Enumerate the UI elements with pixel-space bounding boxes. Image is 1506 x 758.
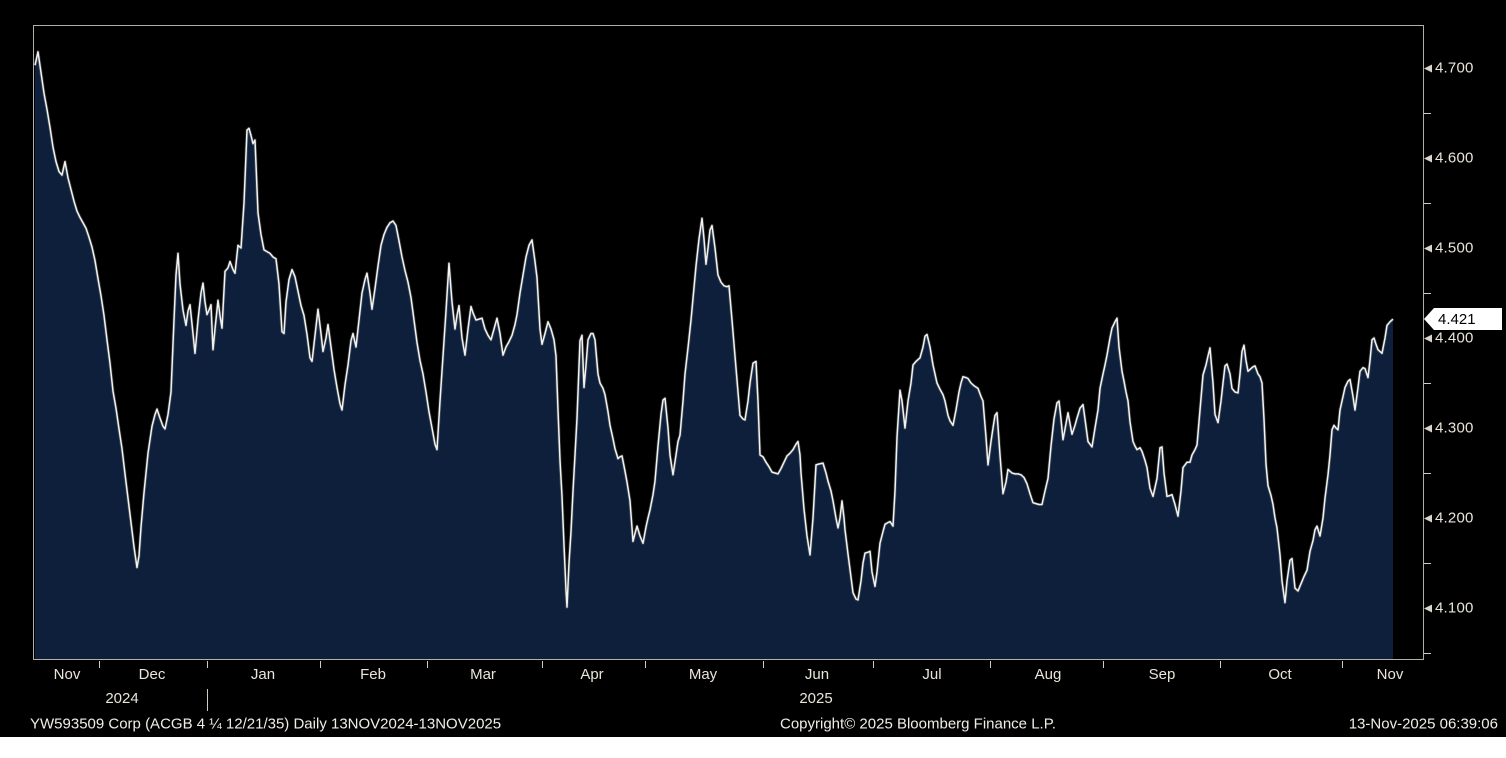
footer-copyright: Copyright© 2025 Bloomberg Finance L.P. bbox=[780, 715, 1056, 733]
plot-frame bbox=[33, 25, 1424, 660]
footer-timestamp: 13-Nov-2025 06:39:06 bbox=[1348, 715, 1498, 733]
y-axis-minor-tick bbox=[1424, 292, 1431, 294]
y-axis-label: 4.700 bbox=[1435, 59, 1474, 77]
chart-footer: YW593509 Corp (ACGB 4 ¼ 12/21/35) Daily … bbox=[0, 711, 1506, 737]
y-axis: 4.700 4.600 4.500 4.400 4.300 4.200 4.100 bbox=[1424, 0, 1506, 660]
left-arrow-icon bbox=[1424, 154, 1432, 162]
y-axis-label: 4.400 bbox=[1435, 329, 1474, 347]
y-axis-minor-tick bbox=[1424, 652, 1431, 654]
y-axis-tick-4.400: 4.400 bbox=[1424, 330, 1474, 347]
y-axis-minor-tick bbox=[1424, 562, 1431, 564]
left-arrow-icon bbox=[1424, 244, 1432, 252]
y-axis-tick-4.300: 4.300 bbox=[1424, 420, 1474, 437]
y-axis-tick-4.100: 4.100 bbox=[1424, 600, 1474, 617]
y-axis-minor-tick bbox=[1424, 382, 1431, 384]
y-axis-label: 4.200 bbox=[1435, 509, 1474, 527]
y-axis-label: 4.600 bbox=[1435, 149, 1474, 167]
y-axis-tick-4.600: 4.600 bbox=[1424, 150, 1474, 167]
y-axis-tick-4.700: 4.700 bbox=[1424, 60, 1474, 77]
last-price-flag: 4.421 bbox=[1424, 308, 1502, 330]
last-price-text: 4.421 bbox=[1438, 310, 1476, 328]
left-arrow-icon bbox=[1424, 514, 1432, 522]
left-arrow-icon bbox=[1424, 334, 1432, 342]
y-axis-label: 4.300 bbox=[1435, 419, 1474, 437]
area-fill bbox=[35, 51, 1393, 661]
y-axis-minor-tick bbox=[1424, 112, 1431, 114]
bottom-margin bbox=[0, 737, 1506, 758]
y-axis-minor-tick bbox=[1424, 472, 1431, 474]
left-arrow-icon bbox=[1424, 64, 1432, 72]
footer-security-info: YW593509 Corp (ACGB 4 ¼ 12/21/35) Daily … bbox=[30, 715, 502, 733]
left-arrow-icon bbox=[1424, 604, 1432, 612]
yield-line bbox=[34, 51, 1394, 608]
y-axis-label: 4.500 bbox=[1435, 239, 1474, 257]
left-arrow-icon bbox=[1424, 424, 1432, 432]
y-axis-minor-tick bbox=[1424, 202, 1431, 204]
y-axis-tick-4.200: 4.200 bbox=[1424, 510, 1474, 527]
y-axis-tick-4.500: 4.500 bbox=[1424, 240, 1474, 257]
chart-plot-area[interactable] bbox=[33, 25, 1424, 660]
y-axis-label: 4.100 bbox=[1435, 599, 1474, 617]
